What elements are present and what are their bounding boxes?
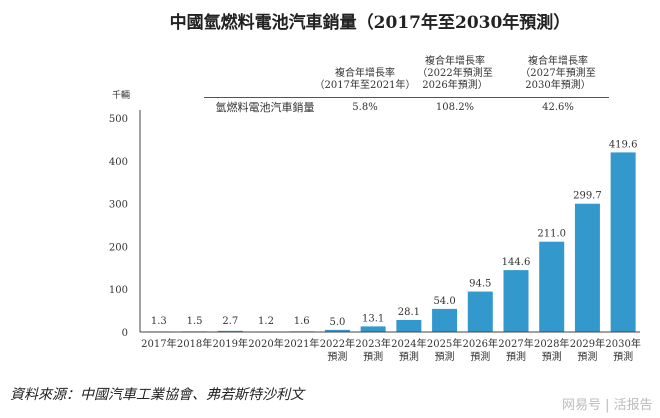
x-tick-label: 2023年 <box>355 337 390 350</box>
bar-value-label: 2.7 <box>222 316 238 327</box>
y-tick-label: 400 <box>109 157 128 168</box>
cagr-header-line: 複合年增長率 <box>425 56 485 67</box>
y-tick-label: 100 <box>109 285 128 296</box>
y-tick-label: 300 <box>109 200 128 211</box>
bar-value-label: 299.7 <box>573 191 602 202</box>
x-tick-label: 預測 <box>327 350 347 363</box>
y-tick-label: 500 <box>109 114 128 125</box>
bar-value-label: 54.0 <box>433 296 455 307</box>
source-note: 資料來源：中國汽車工業協會、弗若斯特沙利文 <box>10 387 304 403</box>
x-tick-label: 2030年 <box>605 337 640 350</box>
bar-value-label: 1.2 <box>258 316 274 327</box>
x-tick-label: 2020年 <box>248 337 283 350</box>
bar-value-label: 5.0 <box>329 317 345 328</box>
cagr-header-1: 複合年增長率 （2017年至2021年） <box>305 68 425 92</box>
bar <box>467 291 493 332</box>
bar-value-label: 94.5 <box>469 279 491 290</box>
x-tick-label: 2019年 <box>213 337 248 350</box>
bar-value-label: 1.5 <box>187 316 203 327</box>
bar-value-label: 1.6 <box>294 316 310 327</box>
cagr-header-line: 2030年預測） <box>525 80 591 91</box>
cagr-value-2: 108.2% <box>435 102 475 113</box>
bar-value-label: 1.3 <box>151 316 167 327</box>
cagr-header-line: 複合年增長率 <box>335 68 395 79</box>
x-tick-label: 2029年 <box>570 337 605 350</box>
cagr-header-line: 2026年預測） <box>422 80 488 91</box>
x-tick-label: 預測 <box>577 350 597 363</box>
x-tick-label: 2024年 <box>391 337 426 350</box>
cagr-table: 複合年增長率 （2017年至2021年） 複合年增長率 （2022年預測至 20… <box>0 0 660 120</box>
cagr-header-line: （2017年至2021年） <box>314 80 416 91</box>
bar <box>432 308 458 332</box>
cagr-value-3: 42.6% <box>542 102 574 113</box>
bar <box>217 330 243 332</box>
x-tick-label: 2026年 <box>463 337 498 350</box>
bar-value-label: 211.0 <box>537 229 566 240</box>
cagr-header-2: 複合年增長率 （2022年預測至 2026年預測） <box>400 56 510 92</box>
cagr-header-line: 複合年增長率 <box>528 56 588 67</box>
chart-title: 中國氫燃料電池汽車銷量（2017年至2030年預測） <box>169 13 571 33</box>
cagr-header-line: （2027年預測至 <box>520 68 596 79</box>
x-tick-label: 2027年 <box>498 337 533 350</box>
bar-value-label: 419.6 <box>609 139 638 150</box>
y-tick-label: 200 <box>109 242 128 253</box>
cagr-header-line: （2022年預測至 <box>417 68 493 79</box>
y-axis-label: 千輛 <box>112 89 130 101</box>
bar <box>503 270 529 332</box>
x-tick-label: 預測 <box>363 350 383 363</box>
bar <box>574 203 600 332</box>
bar <box>539 241 565 332</box>
y-tick-label: 0 <box>122 328 128 339</box>
bar <box>610 152 636 332</box>
bar <box>360 326 386 332</box>
bar <box>324 329 350 332</box>
x-tick-label: 2022年 <box>320 337 355 350</box>
x-tick-label: 2017年 <box>141 337 176 350</box>
x-tick-label: 2028年 <box>534 337 569 350</box>
x-tick-label: 2025年 <box>427 337 462 350</box>
x-tick-label: 預測 <box>399 350 419 363</box>
x-tick-label: 預測 <box>435 350 455 363</box>
bar-value-label: 28.1 <box>398 307 420 318</box>
x-tick-label: 預測 <box>613 350 633 363</box>
cagr-value-1: 5.8% <box>352 102 378 113</box>
bar <box>396 319 422 332</box>
x-tick-label: 2021年 <box>284 337 319 350</box>
cagr-divider <box>204 97 609 98</box>
x-tick-label: 預測 <box>542 350 562 363</box>
bar-value-label: 144.6 <box>502 257 531 268</box>
bar-value-label: 13.1 <box>362 313 384 324</box>
x-tick-label: 2018年 <box>177 337 212 350</box>
x-tick-label: 預測 <box>470 350 490 363</box>
x-tick-label: 預測 <box>506 350 526 363</box>
cagr-header-3: 複合年增長率 （2027年預測至 2030年預測） <box>503 56 613 92</box>
watermark: 网易号 | 活报告 <box>562 398 653 413</box>
cagr-row-label: 氫燃料電池汽車銷量 <box>215 101 315 114</box>
